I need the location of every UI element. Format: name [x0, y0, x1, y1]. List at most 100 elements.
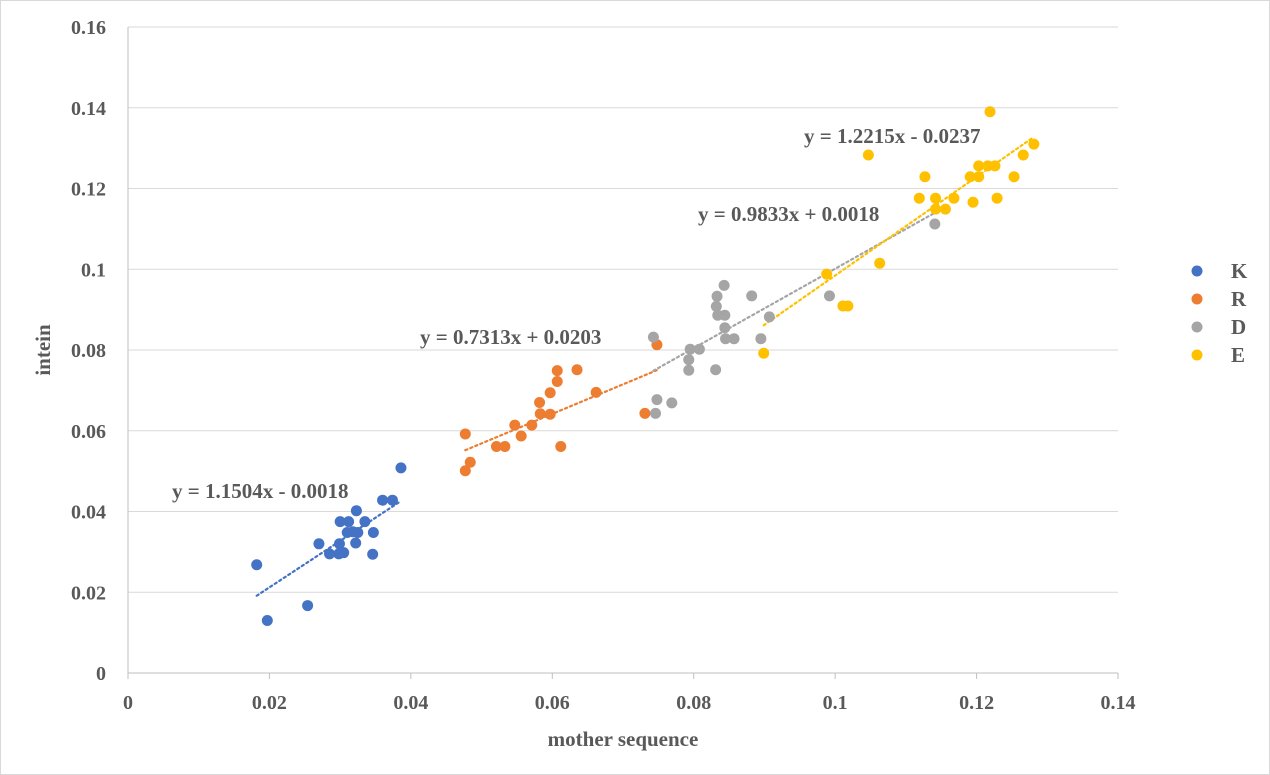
point-r	[499, 440, 511, 452]
point-d	[823, 290, 835, 302]
point-d	[728, 333, 740, 345]
point-k	[251, 559, 263, 571]
point-e	[984, 106, 996, 118]
point-k	[334, 516, 346, 528]
point-r	[544, 387, 556, 399]
point-k	[386, 494, 398, 506]
legend-label-k: K	[1231, 259, 1248, 283]
x-axis-title: mother sequence	[548, 727, 699, 751]
point-r	[571, 364, 583, 376]
x-tick-label: 0.02	[252, 692, 287, 714]
point-r	[509, 419, 521, 431]
point-k	[302, 600, 314, 612]
point-e	[913, 192, 925, 204]
point-k	[395, 462, 407, 474]
equation-r: y = 0.7313x + 0.0203	[420, 325, 601, 349]
point-k	[333, 538, 345, 550]
point-e	[930, 192, 942, 204]
point-e	[821, 268, 833, 280]
y-tick-label: 0.12	[71, 179, 106, 201]
point-r	[515, 430, 527, 442]
legend-marker-k	[1191, 265, 1203, 277]
point-r	[490, 440, 502, 452]
x-tick-label: 0.04	[393, 692, 428, 714]
point-r	[526, 419, 538, 431]
y-tick-label: 0.16	[71, 17, 106, 39]
trendlines	[255, 135, 1035, 597]
point-k	[338, 547, 350, 559]
y-tick-label: 0.06	[71, 421, 106, 443]
trendline-equations: y = 1.1504x - 0.0018 y = 0.7313x + 0.0203…	[172, 124, 980, 503]
y-tick-label: 0.04	[71, 502, 106, 524]
point-d	[719, 322, 731, 334]
point-d	[650, 407, 662, 419]
y-tick-label: 0.14	[71, 98, 106, 120]
legend-marker-r	[1191, 293, 1203, 305]
point-d	[693, 343, 705, 355]
point-d	[755, 333, 767, 345]
point-e	[874, 257, 886, 269]
point-r	[590, 386, 602, 398]
point-d	[929, 218, 941, 230]
point-e	[1028, 138, 1040, 150]
point-d	[684, 343, 696, 355]
trendline-k	[255, 499, 403, 597]
y-tick-label: 0.1	[81, 259, 106, 281]
point-e	[991, 192, 1003, 204]
point-e	[842, 300, 854, 312]
x-tick-label: 0.14	[1101, 692, 1136, 714]
point-d	[710, 300, 722, 312]
equation-e: y = 1.2215x - 0.0237	[804, 124, 980, 148]
x-tick-label: 0	[123, 692, 133, 714]
point-d	[746, 290, 758, 302]
point-r	[459, 428, 471, 440]
data-points	[251, 106, 1040, 627]
point-k	[359, 516, 371, 528]
point-d	[683, 354, 695, 366]
point-e	[973, 171, 985, 183]
point-r	[551, 375, 563, 387]
point-r	[459, 465, 471, 477]
point-k	[313, 538, 325, 550]
point-r	[534, 408, 546, 420]
point-e	[939, 203, 951, 215]
point-d	[719, 309, 731, 321]
point-e	[973, 160, 985, 172]
legend-label-e: E	[1231, 343, 1245, 367]
legend-marker-e	[1191, 349, 1203, 361]
point-d	[763, 311, 775, 323]
axes: 0 0.02 0.04 0.06 0.08 0.1 0.12 0.14 0.16 0 0.02 0.0…	[71, 17, 1136, 714]
y-tick-label: 0	[96, 663, 106, 685]
legend-marker-d	[1191, 321, 1203, 333]
y-tick-label: 0.08	[71, 340, 106, 362]
y-axis-title: intein	[31, 324, 55, 376]
trendline-r	[464, 369, 659, 452]
x-tick-label: 0.1	[823, 692, 848, 714]
point-k	[350, 505, 362, 517]
point-d	[647, 331, 659, 343]
legend-label-d: D	[1231, 315, 1246, 339]
point-r	[544, 408, 556, 420]
point-r	[551, 365, 563, 377]
point-d	[720, 333, 732, 345]
point-e	[967, 196, 979, 208]
point-e	[1017, 149, 1029, 161]
point-d	[651, 394, 663, 406]
point-k	[261, 615, 273, 627]
point-e	[948, 192, 960, 204]
point-r	[534, 396, 546, 408]
point-e	[964, 171, 976, 183]
point-r	[639, 407, 651, 419]
point-d	[711, 290, 723, 302]
legend-label-r: R	[1231, 287, 1247, 311]
point-r	[555, 440, 567, 452]
equation-d: y = 0.9833x + 0.0018	[698, 202, 879, 226]
point-e	[930, 203, 942, 215]
gridlines	[128, 26, 1118, 593]
point-d	[683, 364, 695, 376]
point-d	[718, 279, 730, 291]
point-k	[324, 548, 336, 560]
